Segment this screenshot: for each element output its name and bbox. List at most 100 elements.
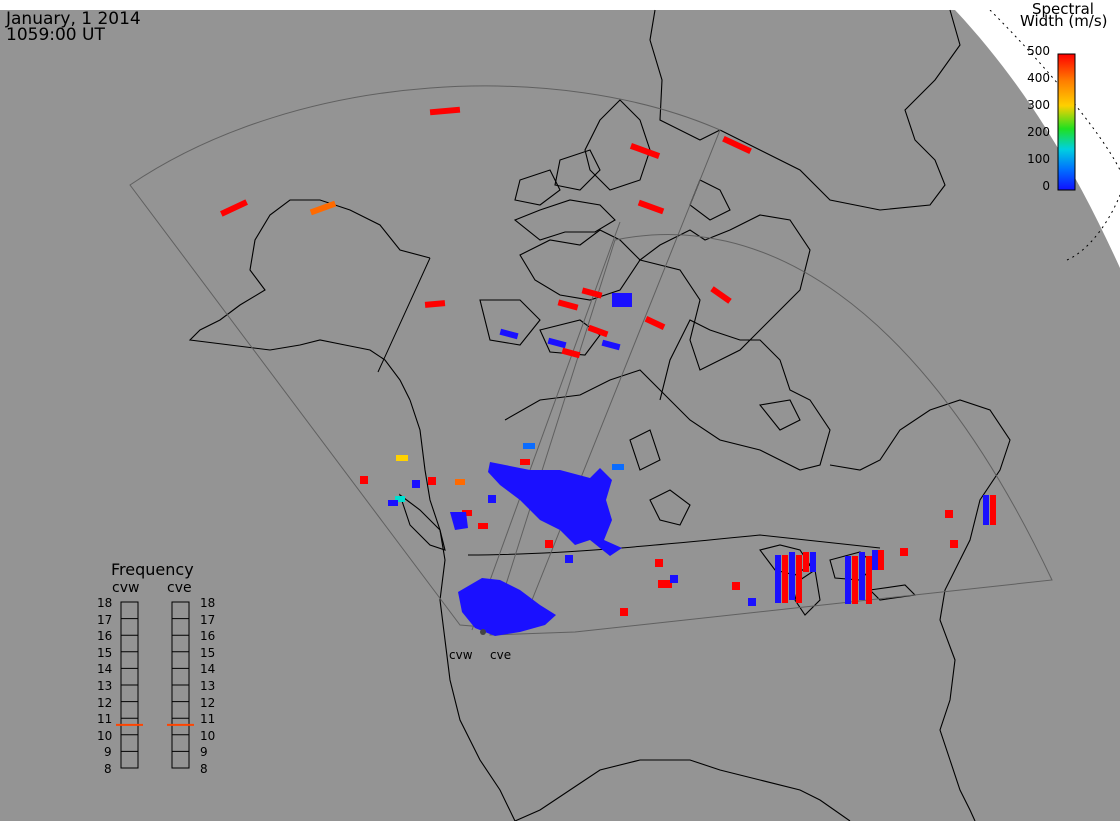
frequency-tick-label: 11 <box>97 712 113 727</box>
backscatter-cell <box>637 199 665 215</box>
backscatter-cell <box>360 476 368 484</box>
backscatter-cell <box>396 455 408 461</box>
frequency-tick-label: 18 <box>97 596 113 610</box>
frequency-tick-label: 16 <box>200 629 216 644</box>
backscatter-stripe <box>872 550 878 570</box>
backscatter-cell <box>612 293 632 307</box>
backscatter-cell <box>950 540 958 548</box>
backscatter-cell <box>670 575 678 583</box>
frequency-tick-label: 9 <box>104 745 112 760</box>
backscatter-cell <box>488 495 496 503</box>
backscatter-cell <box>732 582 740 590</box>
backscatter-cell <box>429 106 461 116</box>
backscatter-cell <box>462 510 472 516</box>
backscatter-cell <box>388 500 398 506</box>
backscatter-cell <box>545 540 553 548</box>
backscatter-cell <box>655 559 663 567</box>
backscatter-cells <box>220 106 996 636</box>
backscatter-stripe <box>990 495 996 525</box>
backscatter-stripe <box>775 555 781 603</box>
backscatter-stripe <box>878 550 884 570</box>
frequency-tick-label: 17 <box>97 612 113 627</box>
backscatter-stripe <box>796 555 802 603</box>
backscatter-cell <box>587 324 609 338</box>
frequency-tick-label: 16 <box>97 629 113 644</box>
backscatter-cell <box>478 523 488 529</box>
backscatter-cell <box>395 496 405 502</box>
frequency-tick-label: 11 <box>200 712 216 727</box>
backscatter-cell <box>629 143 661 159</box>
backscatter-stripe <box>866 556 872 604</box>
backscatter-cell <box>722 135 752 155</box>
backscatter-cell <box>547 337 567 349</box>
frequency-tick-label: 13 <box>200 679 216 693</box>
backscatter-cell <box>520 459 530 465</box>
frequency-title: Frequency <box>111 560 194 579</box>
backscatter-cell <box>710 286 732 304</box>
colorbar-title-line2: Width (m/s) <box>1020 12 1108 30</box>
backscatter-cell <box>945 510 953 518</box>
frequency-tick-label: 8 <box>200 762 208 776</box>
backscatter-cell <box>748 598 756 606</box>
backscatter-stripe <box>845 556 851 604</box>
colorbar-tick-label: 400 <box>1027 71 1050 85</box>
frequency-tick-label: 10 <box>200 728 216 743</box>
backscatter-cell <box>523 443 535 449</box>
colorbar-tick-label: 100 <box>1027 152 1050 166</box>
backscatter-stripe <box>852 556 858 604</box>
backscatter-cell <box>581 287 603 299</box>
frequency-tick-label: 9 <box>200 745 208 760</box>
frequency-tick-label: 14 <box>200 662 216 677</box>
backscatter-stripe <box>803 552 809 572</box>
backscatter-cell <box>620 608 628 616</box>
date-label: January, 1 2014 <box>6 9 141 29</box>
backscatter-cell <box>612 464 624 470</box>
backscatter-cell <box>412 480 420 488</box>
backscatter-stripe <box>859 552 865 600</box>
frequency-tick-label: 12 <box>97 695 113 710</box>
site-label-cve: cve <box>490 648 511 662</box>
backscatter-cell <box>557 299 579 311</box>
freq-radar-cve: cve <box>167 580 192 596</box>
frequency-tick-label: 12 <box>200 695 216 710</box>
backscatter-stripe <box>983 495 989 525</box>
colorbar-tick-label: 500 <box>1027 44 1050 58</box>
frequency-tick-label: 8 <box>104 762 112 776</box>
colorbar-swatch <box>1057 53 1076 191</box>
backscatter-cell <box>424 300 446 308</box>
backscatter-cell <box>658 580 672 588</box>
frequency-tick-label: 15 <box>97 645 113 660</box>
top-white-band <box>0 0 1120 10</box>
time-label: 1059:00 UT <box>6 25 105 45</box>
frequency-bars <box>120 601 190 769</box>
frequency-tick-label: 10 <box>97 728 113 743</box>
colorbar-tick-label: 300 <box>1027 98 1050 112</box>
frequency-tick-label: 15 <box>200 645 216 660</box>
radar-site-marker <box>480 629 486 635</box>
latitude-circle-dotted-2 <box>1066 194 1120 261</box>
backscatter-cell <box>455 479 465 485</box>
backscatter-patch-near-range <box>458 578 556 636</box>
colorbar-tick-label: 0 <box>1042 179 1050 193</box>
colorbar-tick-label: 200 <box>1027 125 1050 139</box>
frequency-tick-label: 14 <box>97 662 113 677</box>
frequency-tick-label: 17 <box>200 612 216 627</box>
backscatter-cell <box>565 555 573 563</box>
backscatter-cell <box>309 200 337 216</box>
site-label-cvw: cvw <box>449 648 473 662</box>
backscatter-cell <box>561 347 581 359</box>
backscatter-cell <box>428 477 436 485</box>
backscatter-patch-coast <box>450 512 468 530</box>
colorbar-title-line1: Spectral <box>1032 0 1094 18</box>
plot-boundary-outside <box>955 10 1120 268</box>
backscatter-patch-interior <box>488 462 622 556</box>
backscatter-stripe <box>782 555 788 603</box>
backscatter-stripe <box>810 552 816 572</box>
backscatter-cell <box>220 199 248 217</box>
backscatter-cell <box>900 548 908 556</box>
frequency-tick-label: 18 <box>200 596 216 610</box>
backscatter-cell <box>499 328 519 340</box>
freq-radar-cvw: cvw <box>112 580 140 596</box>
